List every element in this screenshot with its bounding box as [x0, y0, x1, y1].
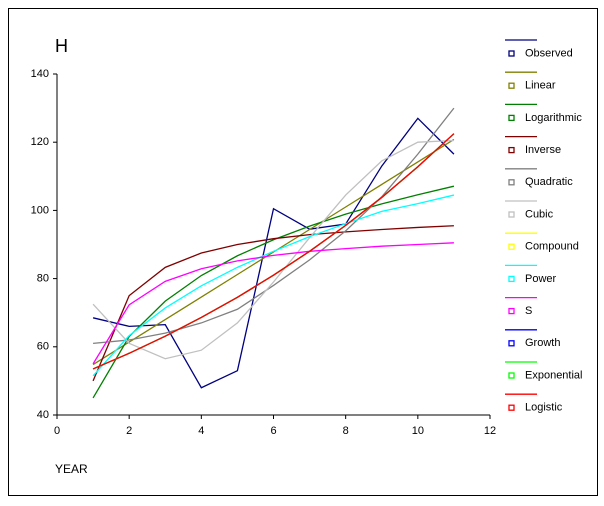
x-axis-label: YEAR — [55, 462, 88, 476]
page: H YEAR 40 60 80 100 120 140 0 2 4 6 8 10 12 Observed L… — [0, 0, 604, 506]
legend-label: Quadratic — [525, 176, 573, 188]
legend-label: Power — [525, 273, 557, 285]
legend-label: S — [525, 305, 532, 317]
legend-label: Observed — [525, 47, 573, 59]
y-tick-label: 60 — [37, 341, 49, 353]
x-tick-label: 4 — [198, 425, 204, 437]
x-tick-label: 0 — [54, 425, 60, 437]
legend-label: Logistic — [525, 402, 563, 414]
x-tick-label: 12 — [484, 425, 496, 437]
y-tick-label: 100 — [31, 204, 49, 216]
y-tick-label: 40 — [37, 409, 49, 421]
x-tick-label: 2 — [126, 425, 132, 437]
legend-label: Exponential — [525, 369, 583, 381]
legend-label: Inverse — [525, 144, 561, 156]
legend-label: Cubic — [525, 208, 554, 220]
legend-label: Linear — [525, 80, 556, 92]
x-tick-label: 10 — [412, 425, 424, 437]
x-tick-label: 6 — [270, 425, 276, 437]
y-tick-label: 80 — [37, 273, 49, 285]
legend-label: Logarithmic — [525, 112, 582, 124]
y-tick-label: 140 — [31, 68, 49, 80]
legend-label: Growth — [525, 337, 560, 349]
x-tick-label: 8 — [343, 425, 349, 437]
chart-title: H — [55, 36, 68, 56]
legend-label: Compound — [525, 241, 579, 253]
y-tick-label: 120 — [31, 136, 49, 148]
chart: H YEAR 40 60 80 100 120 140 0 2 4 6 8 10 12 Observed L… — [0, 0, 604, 506]
